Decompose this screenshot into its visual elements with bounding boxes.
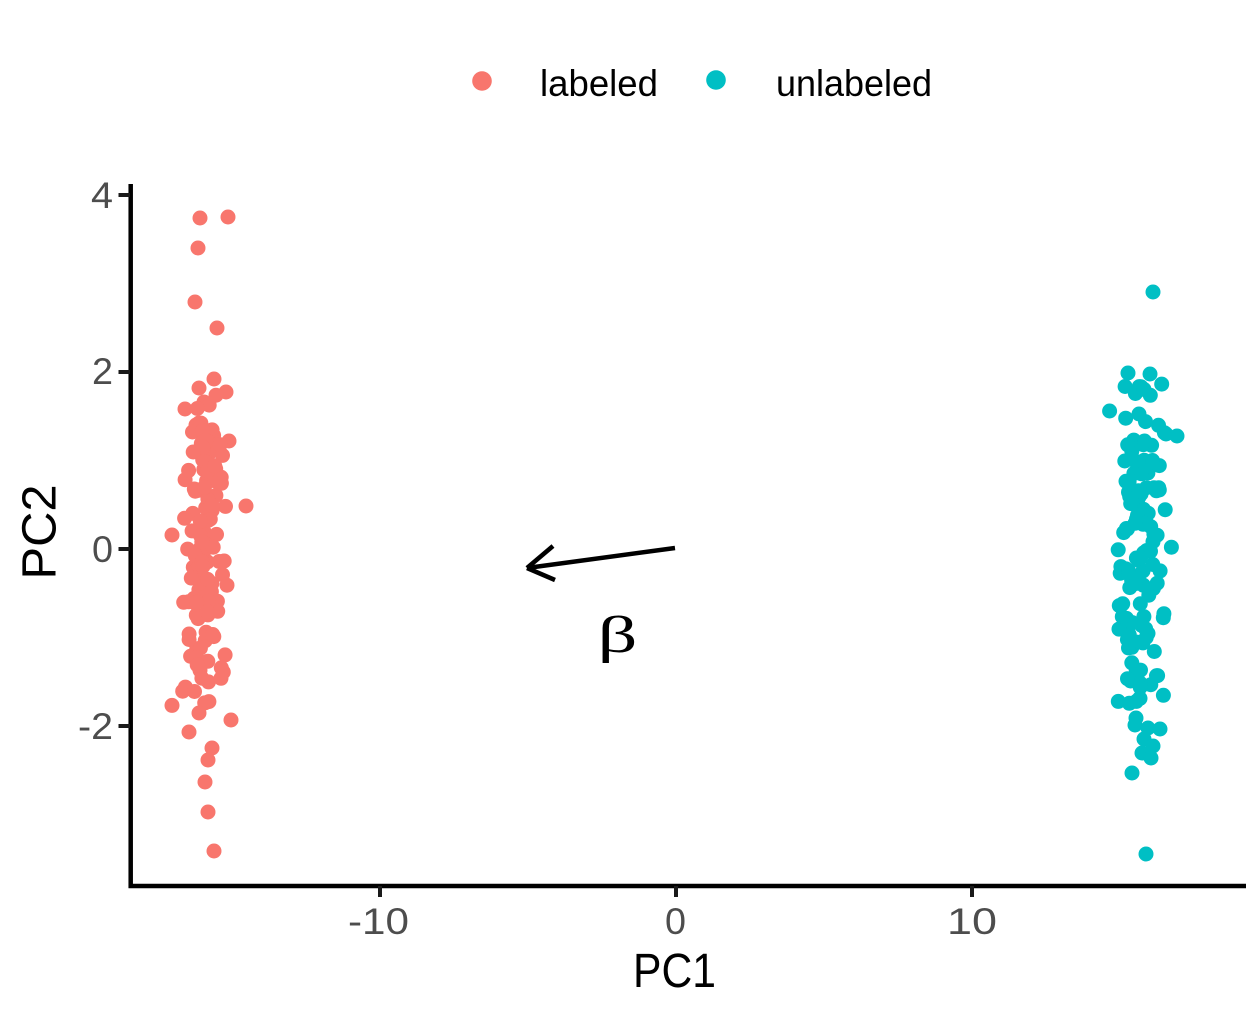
svg-text:-10: -10 [348, 901, 409, 942]
svg-text:PC1: PC1 [633, 945, 716, 998]
svg-text:β: β [598, 607, 638, 664]
svg-text:-2: -2 [78, 706, 113, 747]
svg-text:0: 0 [665, 901, 686, 942]
svg-text:labeled: labeled [540, 63, 658, 104]
svg-text:PC2: PC2 [14, 485, 67, 580]
svg-text:2: 2 [92, 351, 113, 392]
svg-text:10: 10 [947, 901, 997, 942]
svg-text:0: 0 [92, 529, 113, 570]
svg-text:4: 4 [91, 175, 113, 216]
svg-text:unlabeled: unlabeled [776, 63, 932, 104]
